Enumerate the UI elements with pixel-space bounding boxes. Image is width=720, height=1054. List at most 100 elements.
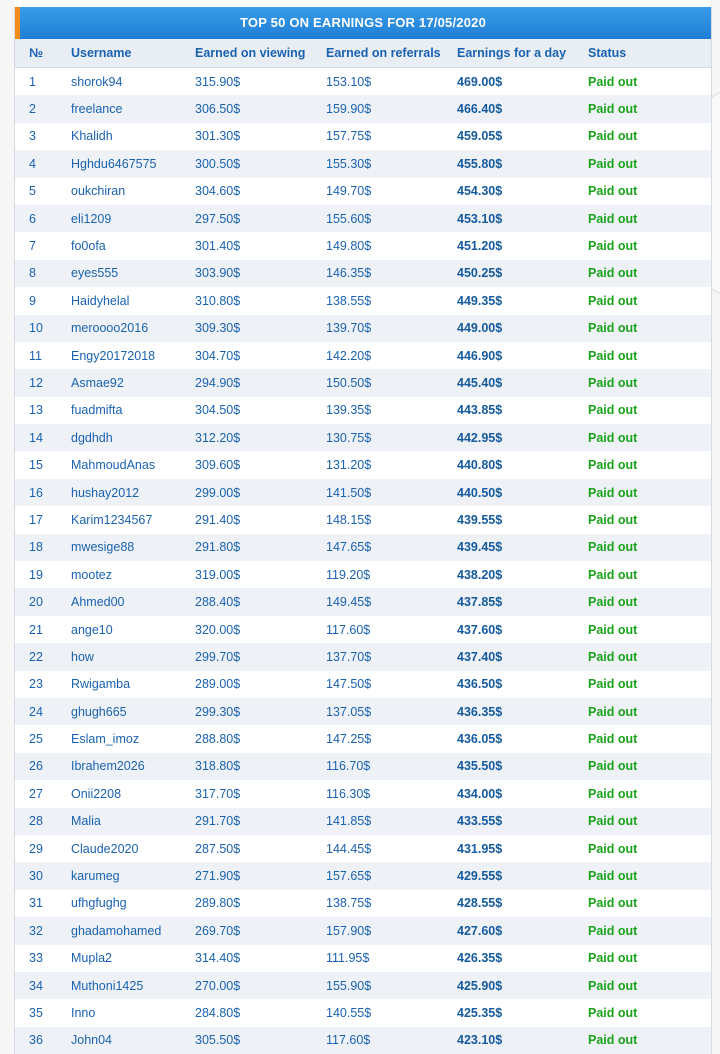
row-number: 35	[29, 1005, 43, 1020]
username-cell[interactable]: Mupla2	[71, 951, 112, 966]
column-header-number[interactable]: №	[29, 46, 43, 60]
username-cell[interactable]: Engy20172018	[71, 348, 156, 363]
earned-viewing-cell: 309.30$	[195, 321, 241, 336]
username-cell[interactable]: Ahmed00	[71, 595, 125, 610]
column-header-earned-referrals[interactable]: Earned on referrals	[326, 46, 441, 60]
table-row: 19 mootez 319.00$ 119.20$ 438.20$ Paid out	[15, 561, 711, 588]
status-cell: Paid out	[588, 841, 638, 856]
username-cell[interactable]: mwesige88	[71, 540, 135, 555]
table-row: 7 fo0ofa 301.40$ 149.80$ 451.20$ Paid out	[15, 232, 711, 259]
table-row: 2 freelance 306.50$ 159.90$ 466.40$ Paid out	[15, 95, 711, 123]
earned-referrals-cell: 138.55$	[326, 293, 372, 308]
status-cell: Paid out	[588, 869, 638, 884]
row-number: 21	[29, 622, 43, 637]
earned-referrals-cell: 140.55$	[326, 1005, 372, 1020]
table-row: 5 oukchiran 304.60$ 149.70$ 454.30$ Paid out	[15, 178, 711, 205]
table-row: 13 fuadmifta 304.50$ 139.35$ 443.85$ Paid out	[15, 397, 711, 424]
table-row: 4 Hghdu6467575 300.50$ 155.30$ 455.80$ Paid o…	[15, 150, 711, 178]
username-cell[interactable]: MahmoudAnas	[71, 458, 156, 473]
earnings-day-cell: 455.80$	[457, 156, 503, 171]
username-cell[interactable]: hushay2012	[71, 485, 140, 500]
username-cell[interactable]: Haidyhelal	[71, 293, 130, 308]
earned-viewing-cell: 284.80$	[195, 1005, 241, 1020]
column-header-earned-viewing[interactable]: Earned on viewing	[195, 46, 306, 60]
username-cell[interactable]: karumeg	[71, 869, 120, 884]
table-row: 14 dgdhdh 312.20$ 130.75$ 442.95$ Paid out	[15, 424, 711, 452]
table-row: 36 John04 305.50$ 117.60$ 423.10$ Paid out	[15, 1026, 711, 1054]
row-number: 10	[29, 321, 43, 336]
username-cell[interactable]: how	[71, 649, 94, 664]
earned-viewing-cell: 315.90$	[195, 74, 241, 89]
row-number: 7	[29, 239, 36, 254]
status-cell: Paid out	[588, 1005, 638, 1020]
earned-viewing-cell: 289.00$	[195, 677, 241, 692]
earnings-day-cell: 439.55$	[457, 512, 503, 527]
username-cell[interactable]: Asmae92	[71, 375, 124, 390]
earnings-day-cell: 436.05$	[457, 732, 503, 747]
earnings-day-cell: 459.05$	[457, 129, 503, 144]
username-cell[interactable]: Inno	[71, 1005, 96, 1020]
earned-referrals-cell: 147.50$	[326, 677, 372, 692]
status-cell: Paid out	[588, 74, 638, 89]
earned-viewing-cell: 291.70$	[195, 814, 241, 829]
table-title: TOP 50 ON EARNINGS FOR 17/05/2020	[240, 15, 486, 30]
username-cell[interactable]: freelance	[71, 102, 123, 117]
username-cell[interactable]: Onii2208	[71, 786, 122, 801]
table-row: 12 Asmae92 294.90$ 150.50$ 445.40$ Paid out	[15, 369, 711, 397]
username-cell[interactable]: ange10	[71, 622, 113, 637]
username-cell[interactable]: mootez	[71, 567, 112, 582]
username-cell[interactable]: dgdhdh	[71, 430, 113, 445]
username-cell[interactable]: John04	[71, 1033, 113, 1048]
table-row: 33 Mupla2 314.40$ 111.95$ 426.35$ Paid out	[15, 945, 711, 972]
username-cell[interactable]: meroooo2016	[71, 321, 149, 336]
username-cell[interactable]: Claude2020	[71, 841, 139, 856]
earned-viewing-cell: 288.80$	[195, 732, 241, 747]
username-cell[interactable]: Eslam_imoz	[71, 732, 140, 747]
status-cell: Paid out	[588, 814, 638, 829]
username-cell[interactable]: fo0ofa	[71, 239, 106, 254]
earnings-day-cell: 437.60$	[457, 622, 503, 637]
username-cell[interactable]: ghugh665	[71, 704, 127, 719]
username-cell[interactable]: Ibrahem2026	[71, 759, 145, 774]
username-cell[interactable]: Hghdu6467575	[71, 156, 157, 171]
username-cell[interactable]: oukchiran	[71, 184, 126, 199]
username-cell[interactable]: fuadmifta	[71, 403, 123, 418]
earned-referrals-cell: 155.30$	[326, 156, 372, 171]
username-cell[interactable]: eli1209	[71, 211, 112, 226]
username-cell[interactable]: Khalidh	[71, 129, 113, 144]
column-header-earnings-day[interactable]: Earnings for a day	[457, 46, 567, 60]
earned-referrals-cell: 146.35$	[326, 266, 372, 281]
username-cell[interactable]: Malia	[71, 814, 101, 829]
table-row: 6 eli1209 297.50$ 155.60$ 453.10$ Paid out	[15, 204, 711, 233]
row-number: 20	[29, 595, 43, 610]
username-cell[interactable]: shorok94	[71, 74, 123, 89]
status-cell: Paid out	[588, 595, 638, 610]
earned-referrals-cell: 117.60$	[326, 1033, 371, 1048]
table-body: 1 shorok94 315.90$ 153.10$ 469.00$ Paid out 2 f…	[15, 68, 711, 1054]
username-cell[interactable]: Karim1234567	[71, 512, 153, 527]
username-cell[interactable]: ghadamohamed	[71, 923, 162, 938]
table-row: 26 Ibrahem2026 318.80$ 116.70$ 435.50$ Paid o…	[15, 752, 711, 781]
column-header-username[interactable]: Username	[71, 46, 132, 60]
earned-viewing-cell: 271.90$	[195, 869, 241, 884]
earnings-day-cell: 428.55$	[457, 896, 503, 911]
status-cell: Paid out	[588, 649, 638, 664]
row-number: 23	[29, 677, 43, 692]
earnings-day-cell: 466.40$	[457, 102, 503, 117]
earned-referrals-cell: 144.45$	[326, 841, 372, 856]
column-header-status[interactable]: Status	[588, 46, 627, 60]
earned-referrals-cell: 142.20$	[326, 348, 372, 363]
earnings-day-cell: 454.30$	[457, 184, 503, 199]
row-number: 4	[29, 156, 36, 171]
table-row: 18 mwesige88 291.80$ 147.65$ 439.45$ Paid out	[15, 533, 711, 562]
status-cell: Paid out	[588, 786, 638, 801]
earned-referrals-cell: 131.20$	[326, 458, 372, 473]
row-number: 6	[29, 211, 36, 226]
username-cell[interactable]: eyes555	[71, 266, 119, 281]
username-cell[interactable]: ufhgfughg	[71, 896, 127, 911]
username-cell[interactable]: Muthoni1425	[71, 978, 144, 993]
username-cell[interactable]: Rwigamba	[71, 677, 131, 692]
table-row: 15 MahmoudAnas 309.60$ 131.20$ 440.80$ Paid o…	[15, 451, 711, 478]
earnings-day-cell: 438.20$	[457, 567, 503, 582]
earned-viewing-cell: 269.70$	[195, 923, 241, 938]
